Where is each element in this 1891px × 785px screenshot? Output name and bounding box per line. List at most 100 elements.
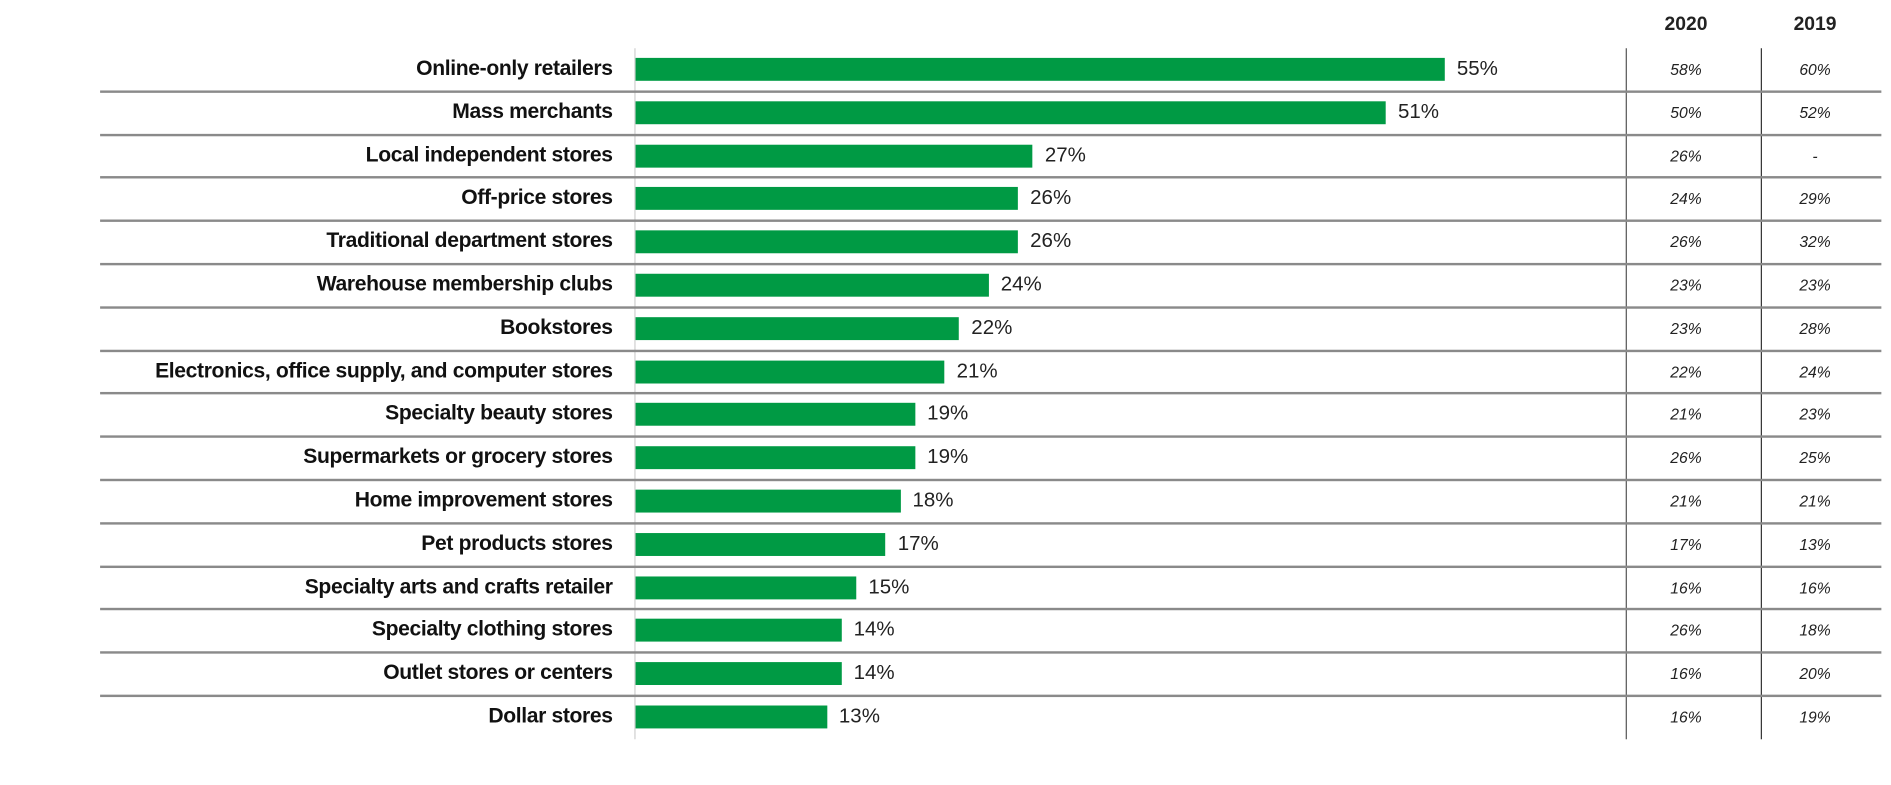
bar	[635, 403, 916, 427]
cell-2020: 58%	[1670, 60, 1702, 79]
row-divider	[100, 521, 1882, 525]
bar	[635, 144, 1033, 168]
category-label: Mass merchants	[452, 98, 613, 123]
table-row: Local independent stores 27% 26% -	[100, 135, 1881, 178]
category-label: Local independent stores	[365, 141, 613, 166]
category-label: Pet products stores	[421, 530, 613, 555]
cell-2020: 22%	[1670, 362, 1702, 381]
bar	[635, 230, 1019, 254]
cell-2020: 26%	[1670, 146, 1702, 165]
category-label: Warehouse membership clubs	[316, 271, 613, 296]
row-divider	[100, 478, 1882, 482]
table-row: Bookstores 22% 23% 28%	[100, 307, 1881, 350]
cell-2019: 23%	[1799, 405, 1831, 424]
category-label: Specialty arts and crafts retailer	[304, 573, 613, 598]
row-divider	[100, 133, 1882, 136]
bar	[635, 57, 1445, 81]
table-row: Home improvement stores 18% 21% 21%	[100, 480, 1881, 523]
cell-2019: 60%	[1799, 60, 1831, 79]
cell-2020: 26%	[1670, 448, 1702, 467]
table-row: Specialty arts and crafts retailer 15% 16%…	[100, 566, 1881, 609]
value-label: 19%	[927, 445, 969, 469]
bar	[635, 532, 886, 556]
bar	[635, 489, 901, 513]
table-row: Online-only retailers 55% 58% 60%	[100, 48, 1881, 91]
value-label: 27%	[1044, 143, 1086, 166]
table-row: Pet products stores 17% 17% 13%	[100, 523, 1881, 566]
category-label: Traditional department stores	[326, 228, 613, 253]
row-divider	[100, 176, 1882, 179]
category-label: Electronics, office supply, and computer…	[155, 357, 613, 382]
cell-2020: 21%	[1670, 492, 1702, 511]
cell-2019: 23%	[1799, 276, 1831, 295]
cell-2020: 50%	[1670, 103, 1702, 122]
row-divider	[100, 349, 1882, 352]
row-divider	[100, 435, 1882, 439]
table-row: Electronics, office supply, and computer…	[100, 350, 1881, 393]
value-label: 13%	[838, 704, 880, 728]
category-label: Dollar stores	[488, 703, 613, 728]
value-label: 55%	[1456, 56, 1498, 80]
cell-2019: 13%	[1799, 535, 1831, 554]
bar	[635, 705, 827, 729]
bar	[635, 446, 916, 470]
cell-2019: 29%	[1799, 189, 1831, 208]
table-row: Traditional department stores 26% 26% 32%	[100, 221, 1881, 264]
category-label: Bookstores	[500, 314, 613, 339]
cell-2019: -	[1812, 146, 1818, 165]
value-label: 51%	[1397, 99, 1440, 123]
cell-2019: 24%	[1799, 362, 1831, 381]
cell-2019: 25%	[1799, 448, 1831, 467]
value-label: 18%	[912, 488, 954, 512]
row-divider	[100, 262, 1882, 266]
row-divider	[100, 565, 1882, 568]
table-row: Warehouse membership clubs 24% 23% 23%	[100, 264, 1881, 307]
category-label: Specialty beauty stores	[385, 400, 613, 425]
table-row: Outlet stores or centers 14% 16% 20%	[100, 653, 1881, 696]
table-row: Supermarkets or grocery stores 19% 26% 25%	[100, 437, 1881, 480]
cell-2020: 16%	[1670, 707, 1702, 727]
bar	[635, 662, 842, 686]
bar	[635, 316, 960, 340]
table-row: Specialty beauty stores 19% 21% 23%	[100, 394, 1881, 437]
cell-2020: 23%	[1670, 276, 1702, 295]
row-divider	[100, 90, 1882, 93]
cell-2019: 21%	[1799, 492, 1831, 511]
value-label: 26%	[1030, 229, 1072, 253]
value-label: 26%	[1030, 186, 1072, 210]
value-label: 24%	[1000, 272, 1042, 296]
row-divider	[100, 219, 1882, 223]
table-row: Off-price stores 26% 24% 29%	[100, 178, 1881, 221]
cell-2020: 16%	[1670, 578, 1702, 597]
row-divider	[100, 608, 1882, 611]
bar	[635, 575, 857, 599]
bar	[635, 273, 989, 297]
value-label: 14%	[853, 617, 895, 641]
bar	[635, 619, 842, 643]
value-label: 17%	[897, 531, 939, 555]
cell-2020: 16%	[1670, 664, 1702, 683]
value-label: 19%	[927, 402, 969, 425]
category-label: Home improvement stores	[354, 487, 613, 512]
cell-2020: 17%	[1670, 535, 1702, 554]
value-label: 22%	[971, 315, 1013, 339]
table-row: Mass merchants 51% 50% 52%	[100, 91, 1881, 134]
cell-2020: 24%	[1670, 189, 1702, 208]
category-label: Online-only retailers	[416, 55, 613, 80]
cell-2019: 32%	[1799, 232, 1831, 252]
cell-2019: 52%	[1799, 103, 1831, 122]
category-label: Off-price stores	[461, 184, 613, 210]
row-divider	[100, 306, 1882, 309]
category-label: Outlet stores or centers	[383, 659, 613, 685]
cell-2019: 18%	[1799, 621, 1831, 640]
category-label: Specialty clothing stores	[371, 616, 613, 641]
bar	[635, 101, 1386, 124]
header-2020: 2020	[1664, 14, 1708, 35]
row-divider	[100, 392, 1882, 395]
bar	[635, 360, 945, 384]
cell-2020: 26%	[1670, 621, 1702, 640]
bar	[635, 187, 1019, 211]
cell-2019: 20%	[1799, 664, 1831, 683]
header-2019: 2019	[1793, 14, 1837, 35]
value-label: 15%	[868, 574, 910, 598]
